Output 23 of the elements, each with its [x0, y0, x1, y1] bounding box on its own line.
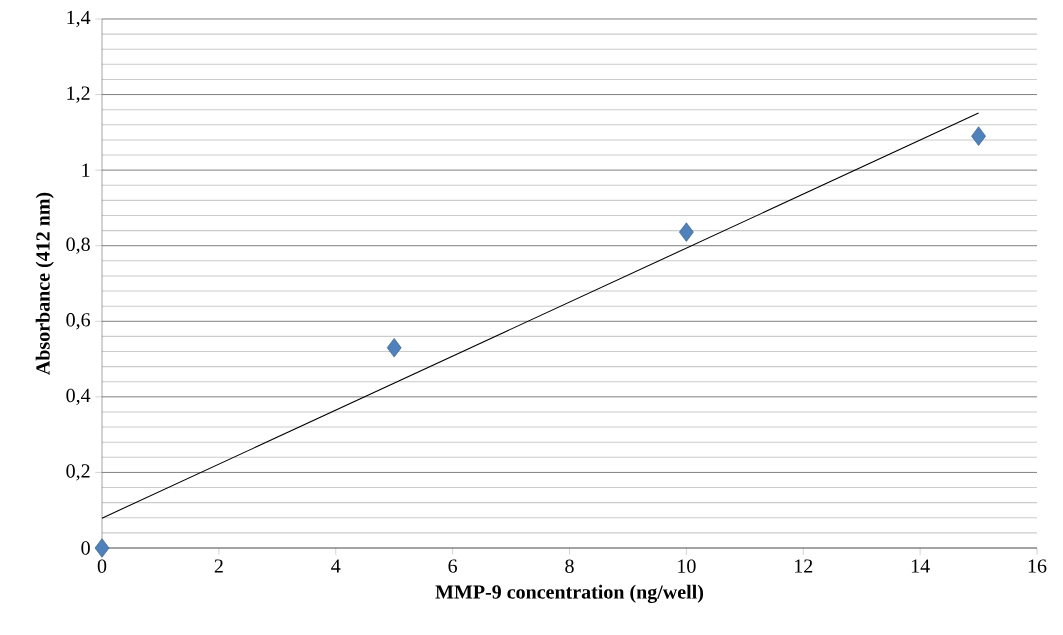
x-tick-label: 2	[214, 559, 223, 573]
y-axis-title: Absorbance (412 nm)	[35, 192, 54, 375]
x-tick-label: 0	[97, 559, 107, 573]
point	[94, 538, 110, 558]
x-tick-label: 14	[911, 559, 930, 573]
x-tick-label: 12	[795, 559, 813, 573]
point	[386, 338, 402, 358]
y-tick-label: 0,6	[66, 313, 91, 330]
x-tick-label: 10	[678, 559, 696, 573]
y-tick-label: 0	[81, 541, 90, 555]
y-tick-label: 0,2	[66, 464, 90, 481]
y-tick-label: 1,2	[67, 86, 90, 103]
y-tick-label: 1	[82, 163, 90, 177]
x-axis-title: MMP-9 concentration (ng/well)	[435, 584, 704, 603]
y-tick-label: 0,4	[66, 388, 91, 406]
x-tick-label: 16	[1028, 559, 1047, 573]
y-tick-label: 0,8	[66, 237, 90, 254]
x-tick-label: 6	[448, 559, 458, 573]
point	[971, 126, 986, 146]
x-tick-label: 4	[331, 559, 341, 573]
x-tick-label: 8	[565, 559, 574, 573]
point	[679, 222, 694, 242]
y-tick-label: 1,4	[67, 10, 91, 28]
